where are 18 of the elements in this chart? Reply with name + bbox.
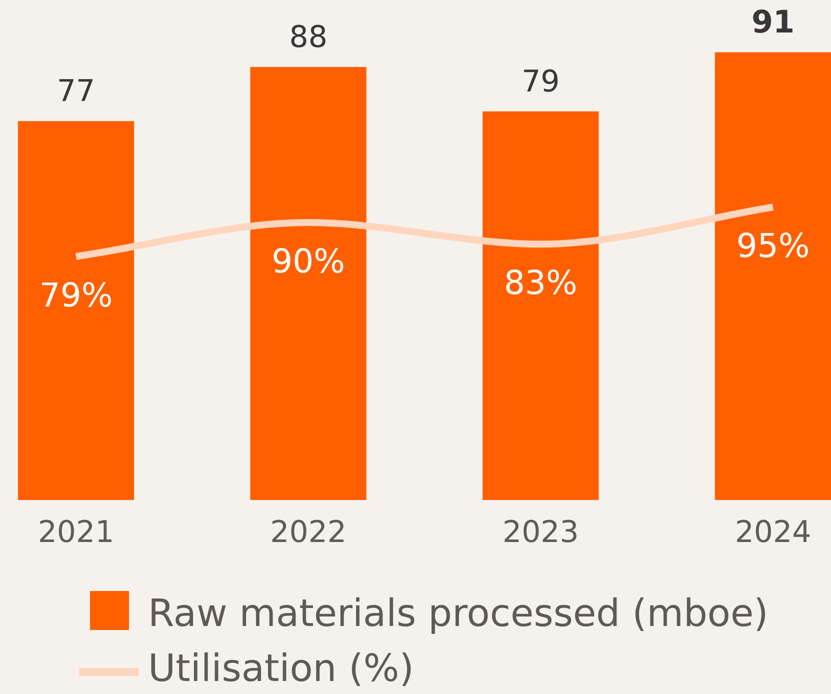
- bar: [482, 111, 599, 500]
- x-tick-label: 2021: [38, 514, 114, 550]
- x-tick-label: 2023: [502, 514, 579, 550]
- data-label: 95%: [736, 226, 810, 266]
- bar: [250, 67, 366, 500]
- data-label: 79%: [39, 275, 113, 314]
- data-label: 91: [751, 4, 795, 40]
- bar: [18, 121, 134, 500]
- data-label: 77: [56, 74, 96, 110]
- x-tick-label: 2022: [270, 514, 347, 550]
- legend-label: Utilisation (%): [148, 646, 414, 690]
- bar: [714, 52, 831, 500]
- x-tick-label: 2024: [734, 514, 812, 550]
- data-label: 88: [289, 20, 328, 56]
- data-label: 90%: [272, 242, 346, 281]
- legend-label: Raw materials processed (mboe): [148, 591, 768, 635]
- data-label: 83%: [504, 263, 578, 302]
- data-label: 79: [522, 64, 560, 100]
